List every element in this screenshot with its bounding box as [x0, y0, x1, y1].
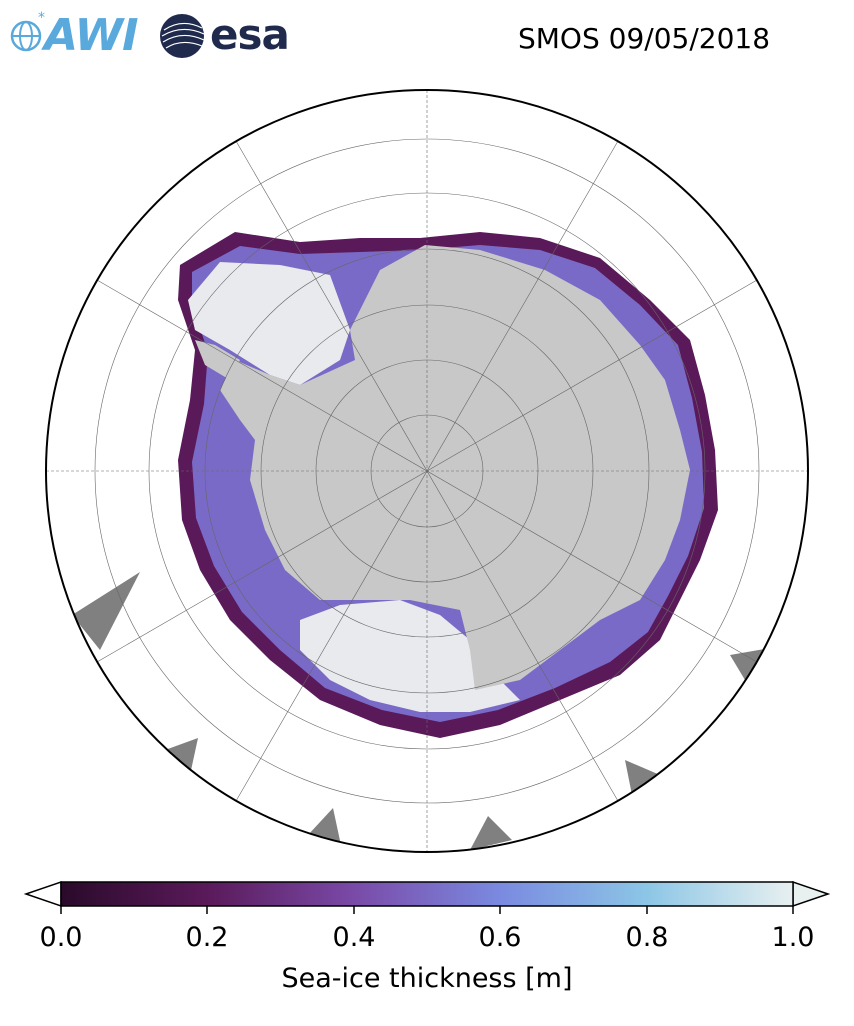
colorbar-tick-label: 0.0	[39, 922, 83, 953]
ross-sea-ice	[300, 600, 520, 712]
esa-swirl-icon	[160, 14, 205, 58]
sea-ice-map	[45, 89, 809, 853]
colorbar-tick-label: 0.6	[478, 922, 522, 953]
esa-logo: esa	[158, 10, 308, 62]
antarctic-peninsula	[195, 340, 240, 380]
colorbar-gradient	[60, 881, 794, 907]
esa-logo-text: esa	[210, 10, 290, 59]
missing-data-5	[625, 760, 660, 795]
antarctica	[220, 245, 690, 690]
graticule	[46, 90, 808, 852]
awi-logo: * AWI	[8, 8, 148, 61]
colorbar-extend-max	[792, 880, 831, 908]
missing-data-4	[470, 816, 512, 850]
map-title: SMOS 09/05/2018	[518, 22, 771, 55]
weddell-sea-ice	[188, 262, 350, 385]
colorbar-tick-label: 1.0	[771, 922, 815, 953]
colorbar-tick-label: 0.8	[625, 922, 669, 953]
missing-data-1	[72, 572, 140, 650]
colorbar-extend-min	[23, 880, 62, 908]
header: * AWI esa SMOS 09/05/2018	[0, 0, 854, 80]
map-boundary	[45, 89, 809, 853]
colorbar-ticks	[60, 906, 794, 914]
missing-data-2	[165, 738, 198, 775]
colorbar-tick-label: 0.4	[332, 922, 376, 953]
awi-globe-icon: *	[10, 10, 45, 52]
colorbar-tick-label: 0.2	[185, 922, 229, 953]
colorbar	[23, 880, 831, 914]
awi-logo-text: AWI	[44, 10, 139, 61]
svg-text:*: *	[38, 10, 45, 26]
colorbar-label: Sea-ice thickness [m]	[281, 963, 573, 994]
